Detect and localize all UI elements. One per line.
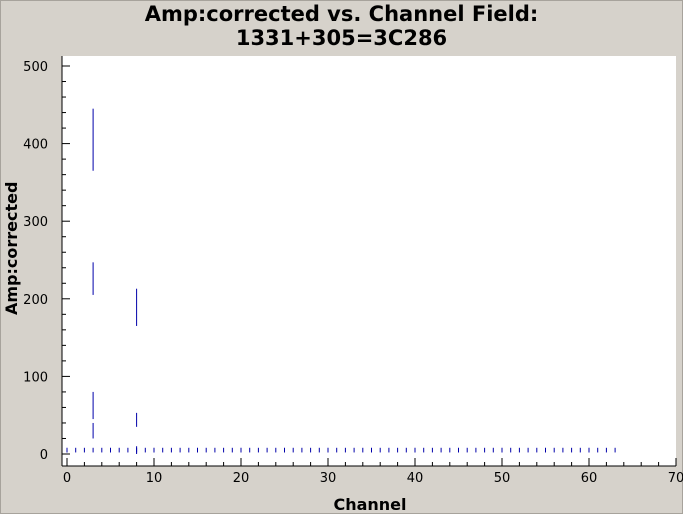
x-tick-label: 70 (668, 471, 683, 486)
chart-title-line-2: 1331+305=3C286 (235, 26, 448, 50)
y-tick-label: 400 (23, 138, 48, 153)
x-tick-label: 30 (320, 471, 337, 486)
y-tick-label: 300 (23, 215, 48, 230)
x-tick-label: 10 (146, 471, 163, 486)
x-tick-label: 50 (494, 471, 511, 486)
chart-title-line-1: Amp:corrected vs. Channel Field: (144, 2, 539, 26)
x-axis-label: Channel (333, 495, 407, 514)
y-axis-label: Amp:corrected (2, 181, 21, 315)
y-tick-label: 500 (23, 60, 48, 75)
y-tick-label: 200 (23, 293, 48, 308)
y-tick-label: 0 (40, 448, 48, 463)
x-tick-label: 0 (63, 471, 71, 486)
x-tick-label: 20 (233, 471, 250, 486)
plot-area (62, 56, 676, 466)
x-tick-label: 60 (581, 471, 598, 486)
x-tick-label: 40 (407, 471, 424, 486)
y-tick-label: 100 (23, 370, 48, 385)
